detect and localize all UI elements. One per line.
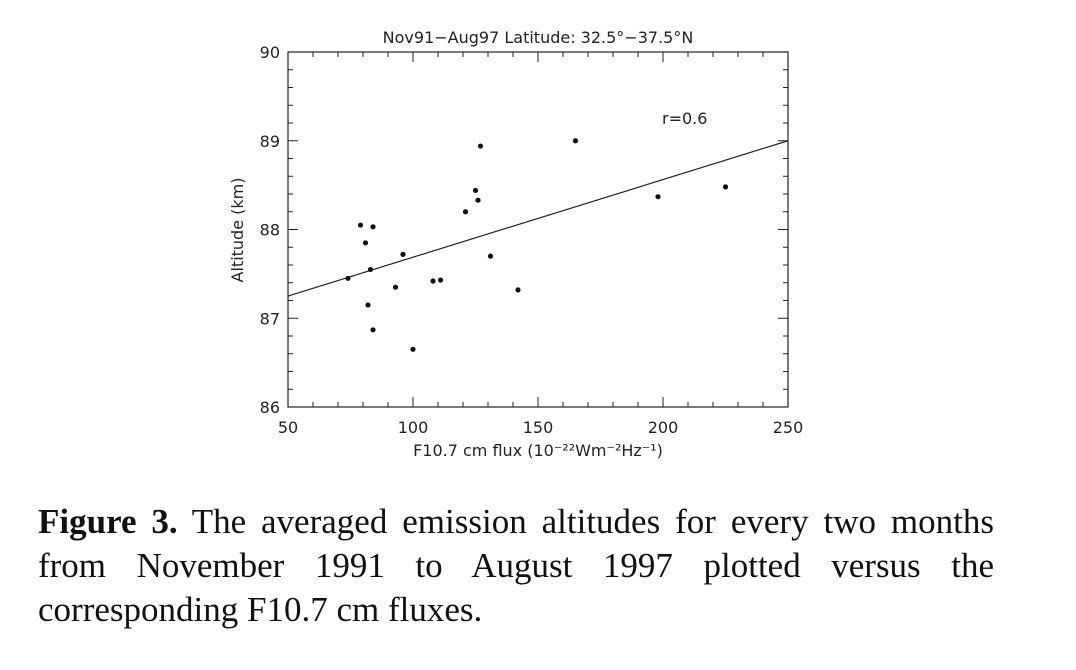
data-point (477, 143, 484, 149)
data-point (392, 284, 399, 290)
x-tick-label: 150 (523, 418, 554, 437)
data-point (437, 277, 444, 283)
data-point (362, 240, 369, 246)
data-point (572, 138, 579, 144)
y-tick-label: 88 (260, 221, 280, 240)
data-point (365, 302, 371, 308)
x-tick-label: 200 (648, 418, 679, 437)
data-points (345, 138, 729, 352)
data-point (400, 251, 406, 257)
figure-caption: Figure 3. The averaged emission altitudes… (38, 500, 994, 632)
plot-frame (287, 51, 789, 408)
axis-ticks (287, 51, 789, 408)
data-point (472, 187, 479, 194)
chart-title: Nov91−Aug97 Latitude: 32.5°−37.5°N (383, 28, 694, 47)
figure-label: Figure 3. (38, 502, 178, 541)
y-tick-label: 86 (260, 398, 280, 417)
data-point (357, 222, 364, 228)
data-point (430, 278, 436, 284)
data-point (345, 275, 351, 281)
data-point (655, 194, 661, 200)
data-point (370, 327, 376, 333)
x-tick-labels: 50 100 150 200 250 (278, 418, 803, 437)
data-point (487, 253, 494, 259)
y-tick-labels: 86 87 88 89 90 (260, 43, 280, 417)
regression-line (287, 140, 789, 297)
x-axis-label: F10.7 cm flux (10⁻²²Wm⁻²Hz⁻¹) (413, 441, 663, 460)
correlation-annotation: r=0.6 (662, 109, 707, 128)
data-point (410, 346, 416, 352)
x-tick-label: 250 (773, 418, 804, 437)
data-point (722, 184, 729, 190)
caption-text: The averaged emission altitudes for ever… (38, 502, 994, 629)
x-tick-label: 50 (278, 418, 298, 437)
y-tick-label: 87 (260, 309, 280, 328)
x-tick-label: 100 (398, 418, 429, 437)
scatter-chart: 50 100 150 200 250 86 87 88 89 90 Nov91−Aug97 La… (228, 28, 803, 460)
y-tick-label: 90 (260, 43, 280, 62)
data-point (515, 287, 521, 293)
y-axis-label: Altitude (km) (228, 178, 247, 283)
data-point (367, 266, 374, 273)
data-point (370, 224, 376, 230)
y-tick-label: 89 (260, 132, 280, 151)
data-point (475, 197, 481, 203)
data-point (462, 209, 469, 215)
